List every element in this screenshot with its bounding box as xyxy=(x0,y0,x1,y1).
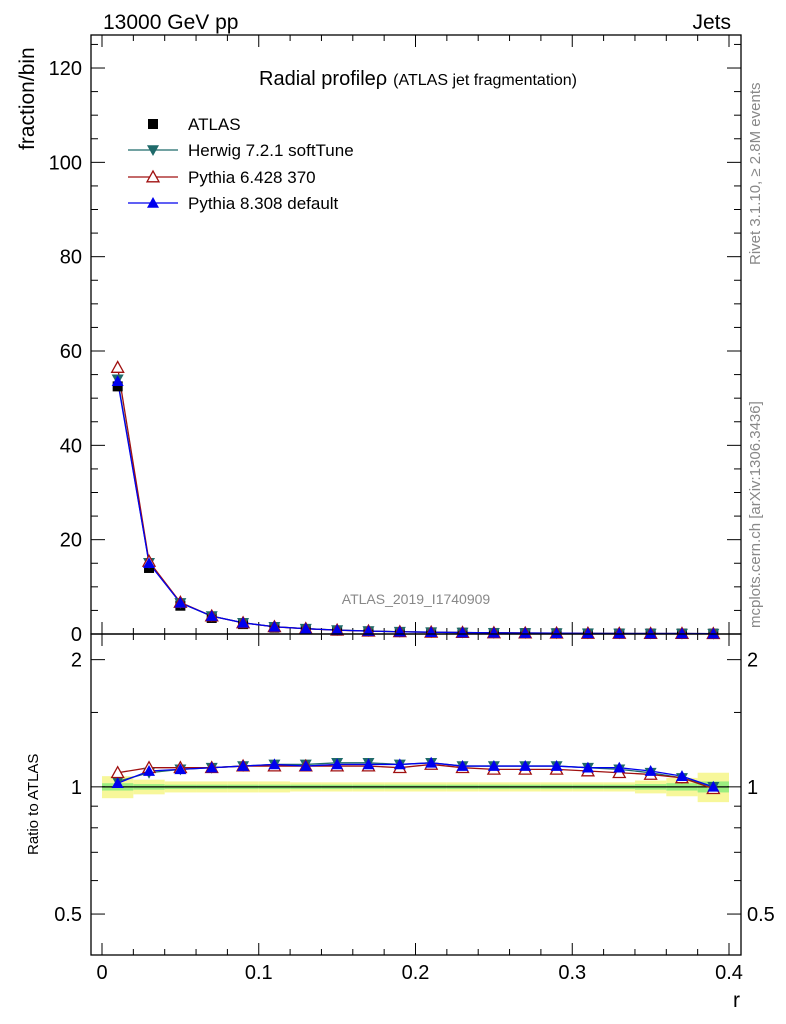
ratio-point xyxy=(362,758,375,770)
ratio-point xyxy=(707,780,720,792)
ratio-point xyxy=(644,765,657,776)
ratio-point xyxy=(174,763,187,775)
mc-point xyxy=(519,627,532,638)
ratio-point xyxy=(393,758,406,770)
data-point xyxy=(112,381,123,392)
analysis-watermark: ATLAS_2019_I1740909 xyxy=(342,591,491,607)
x-tick-label: 0.2 xyxy=(402,962,430,984)
ratio-point xyxy=(331,758,344,770)
ratio-point xyxy=(425,756,438,768)
mc-point xyxy=(174,596,187,608)
mc-point xyxy=(205,610,218,621)
ratio-point xyxy=(550,760,563,771)
legend-label: ATLAS xyxy=(188,115,241,134)
ratio-y-axis-label: Ratio to ATLAS xyxy=(25,754,42,855)
ratio-y-tick-label: 2 xyxy=(71,650,82,672)
mc-point xyxy=(110,360,125,373)
mc-point xyxy=(644,627,657,639)
mc-point xyxy=(550,627,563,638)
mc-point xyxy=(613,627,626,639)
ratio-point xyxy=(487,760,500,771)
ratio-point xyxy=(143,765,156,776)
ratio-point xyxy=(519,760,532,771)
main-y-tick-label: 120 xyxy=(49,58,82,80)
mc-point xyxy=(487,626,500,638)
ratio-panel-background xyxy=(102,772,729,803)
main-y-tick-label: 0 xyxy=(71,624,82,646)
chart-title: Radial profileρ (ATLAS jet fragmentation) xyxy=(259,68,577,90)
mc-point xyxy=(237,616,250,628)
ratio-point xyxy=(299,760,312,771)
legend-label: Herwig 7.2.1 softTune xyxy=(188,141,354,160)
legend-marker xyxy=(147,197,159,208)
mc-point xyxy=(362,625,375,636)
ratio-point xyxy=(205,761,218,773)
main-y-tick-label: 40 xyxy=(60,435,82,457)
header-energy: 13000 GeV pp xyxy=(103,11,238,34)
mc-point xyxy=(675,627,688,639)
ratio-y-tick-label-right: 1 xyxy=(747,777,758,799)
header-process: Jets xyxy=(692,11,731,34)
main-y-tick-label: 100 xyxy=(49,152,82,174)
mcplots-label: mcplots.cern.ch [arXiv:1306.3436] xyxy=(747,401,764,628)
ratio-point xyxy=(237,760,250,771)
main-y-tick-label: 80 xyxy=(60,247,82,269)
mc-point xyxy=(143,557,156,569)
legend-label: Pythia 8.308 default xyxy=(188,194,339,213)
main-y-tick-label: 20 xyxy=(60,530,82,552)
mc-point xyxy=(331,624,344,635)
x-tick-label: 0.3 xyxy=(558,962,586,984)
main-y-tick-label: 60 xyxy=(60,341,82,363)
legend-marker xyxy=(145,169,161,183)
chart-title-sub: (ATLAS jet fragmentation) xyxy=(393,72,577,89)
mc-point xyxy=(707,627,720,639)
ratio-point xyxy=(613,761,626,773)
legend: ATLAS Herwig 7.2.1 softTune Pythia 6.428 3… xyxy=(128,115,354,213)
ratio-point xyxy=(581,761,594,773)
ratio-panel-series xyxy=(110,756,721,795)
ratio-y-tick-label: 1 xyxy=(71,777,82,799)
y-axis-label: fraction/bin xyxy=(16,47,39,150)
ratio-point xyxy=(268,758,281,770)
chart-title-symbol: ρ xyxy=(376,68,387,90)
x-tick-label: 0 xyxy=(96,962,107,984)
mc-point xyxy=(268,620,281,632)
chart-title-main: Radial profile xyxy=(259,68,376,90)
x-tick-label: 0.1 xyxy=(245,962,273,984)
ratio-point xyxy=(456,760,469,771)
ratio-y-tick-label: 0.5 xyxy=(54,904,82,926)
legend-marker xyxy=(148,119,158,129)
ratio-point xyxy=(111,777,124,789)
ratio-panel-frame xyxy=(90,633,742,956)
mc-point xyxy=(581,627,594,639)
x-axis-label: r xyxy=(733,989,740,1012)
legend-marker xyxy=(147,145,159,156)
legend-label: Pythia 6.428 370 xyxy=(188,168,316,187)
rivet-version-label: Rivet 3.1.10, ≥ 2.8M events xyxy=(747,83,764,266)
ratio-series-line xyxy=(117,762,714,788)
mc-point xyxy=(111,375,124,386)
ratio-y-tick-label-right: 2 xyxy=(747,650,758,672)
mc-point xyxy=(299,622,312,634)
ratio-panel-axes: 0.5 0.5 1 1 2 2 0 0.1 0.2 0.3 0.4 xyxy=(54,633,775,984)
ratio-point xyxy=(675,770,688,781)
ratio-y-tick-label-right: 0.5 xyxy=(747,904,775,926)
x-tick-label: 0.4 xyxy=(715,962,743,984)
